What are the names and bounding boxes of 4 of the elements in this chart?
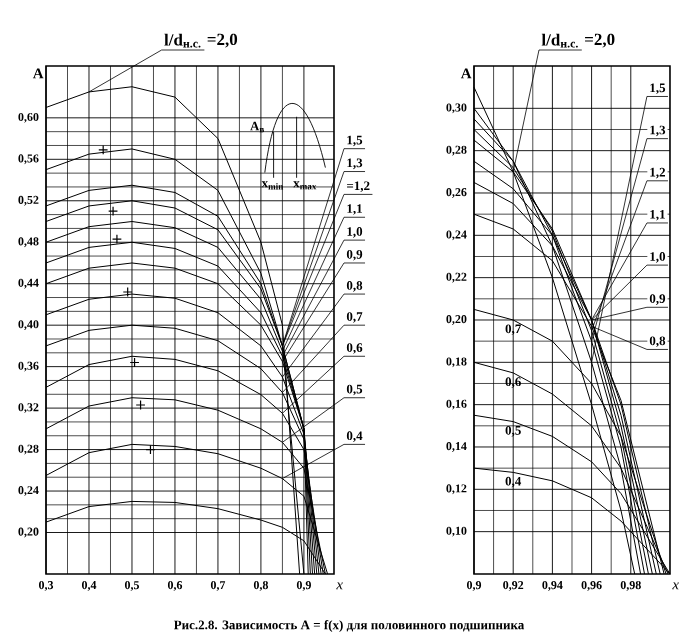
legend-title: l/d$_{н.с.}$ <box>164 33 201 48</box>
legend-title: l/d$_{н.с.}$ <box>541 33 578 48</box>
legend-label: =2,0 <box>207 33 238 48</box>
legend-label: =2,0 <box>585 33 615 48</box>
